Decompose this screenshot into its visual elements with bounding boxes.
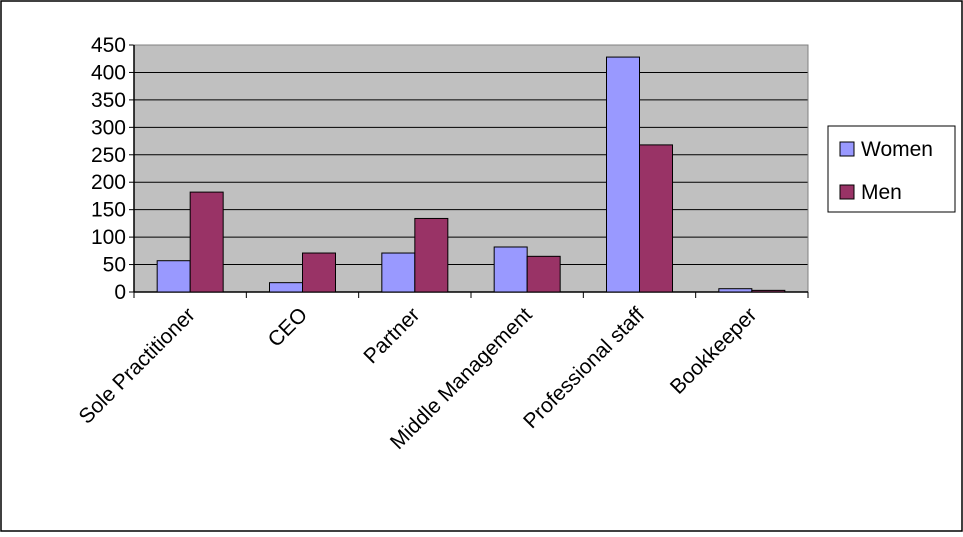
bar-men	[414, 217, 449, 293]
y-tick-label: 450	[91, 34, 126, 57]
legend-label-men: Men	[861, 181, 902, 204]
y-tick-label: 100	[91, 226, 126, 249]
legend-swatch-women	[839, 141, 855, 157]
bar-women	[718, 288, 753, 293]
y-tick-label: 350	[91, 89, 126, 112]
bar-men	[189, 191, 224, 293]
bar-men	[751, 289, 786, 293]
bar-women	[493, 246, 528, 293]
y-tick-label: 150	[91, 199, 126, 222]
bar-men	[526, 255, 561, 293]
y-tick-label: 0	[114, 281, 126, 304]
bar-men	[302, 252, 336, 293]
y-tick-label: 50	[103, 254, 126, 277]
bar-women	[381, 252, 416, 293]
y-tick-label: 400	[91, 61, 126, 84]
y-tick-label: 300	[91, 116, 126, 139]
y-tick-label: 250	[91, 144, 126, 167]
legend-swatch-men	[839, 184, 855, 200]
bar-women	[606, 56, 640, 293]
legend-label-women: Women	[861, 138, 933, 161]
y-tick-label: 200	[91, 171, 126, 194]
bar-women	[269, 282, 303, 293]
plot-area	[134, 45, 808, 292]
bar-women	[156, 260, 191, 293]
bar-men	[639, 144, 673, 293]
